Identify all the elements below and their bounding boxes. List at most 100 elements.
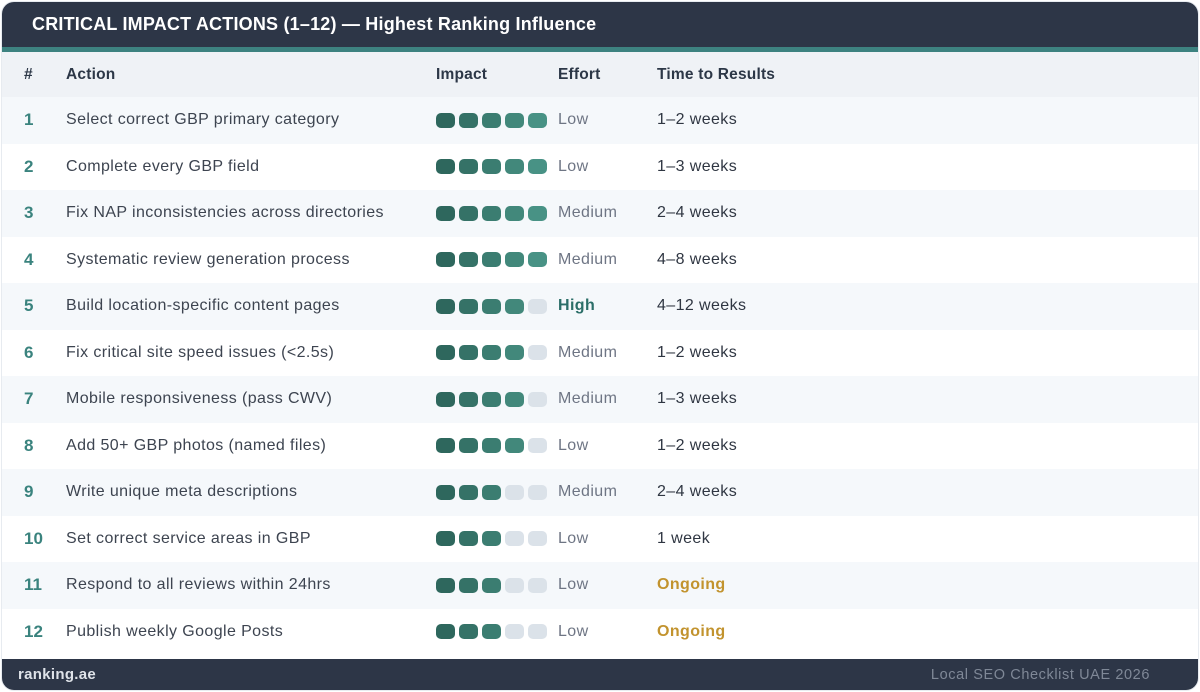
row-number: 9 bbox=[24, 482, 34, 502]
time-to-results-label: 4–12 weeks bbox=[657, 297, 747, 315]
impact-dot-filled bbox=[459, 438, 478, 454]
impact-dot-filled bbox=[482, 484, 501, 500]
action-label: Systematic review generation process bbox=[66, 250, 350, 268]
impact-dot-filled bbox=[459, 298, 478, 314]
impact-dot-filled bbox=[528, 112, 547, 128]
col-header-number: # bbox=[24, 65, 33, 83]
impact-dot-filled bbox=[505, 112, 524, 128]
page-title: CRITICAL IMPACT ACTIONS (1–12) — Highest… bbox=[32, 14, 597, 34]
impact-dot-filled bbox=[528, 159, 547, 175]
impact-dot-filled bbox=[459, 531, 478, 547]
impact-dot-filled bbox=[482, 298, 501, 314]
impact-dot-filled bbox=[436, 345, 455, 361]
impact-dot-filled bbox=[528, 252, 547, 268]
impact-dot-filled bbox=[482, 531, 501, 547]
impact-dot-filled bbox=[528, 205, 547, 221]
col-header-time: Time to Results bbox=[657, 65, 776, 83]
row-number: 10 bbox=[24, 528, 43, 548]
effort-label: Low bbox=[558, 157, 589, 175]
impact-dot-empty bbox=[505, 531, 524, 547]
action-label: Complete every GBP field bbox=[66, 157, 260, 175]
time-to-results-label: 1–3 weeks bbox=[657, 390, 738, 408]
impact-dot-filled bbox=[482, 577, 501, 593]
row-number: 4 bbox=[24, 249, 34, 269]
action-label: Select correct GBP primary category bbox=[66, 111, 340, 129]
time-to-results-label: Ongoing bbox=[657, 622, 726, 640]
impact-dot-filled bbox=[482, 112, 501, 128]
impact-dot-empty bbox=[505, 577, 524, 593]
impact-rating bbox=[436, 159, 558, 175]
row-number: 5 bbox=[24, 296, 34, 316]
effort-label: Low bbox=[558, 111, 589, 129]
impact-dot-empty bbox=[528, 298, 547, 314]
impact-dot-filled bbox=[436, 577, 455, 593]
row-number: 2 bbox=[24, 156, 34, 176]
impact-dot-filled bbox=[482, 159, 501, 175]
time-to-results-label: 1–3 weeks bbox=[657, 157, 738, 175]
footer-divider bbox=[2, 655, 1198, 659]
impact-rating bbox=[436, 112, 558, 128]
row-number: 8 bbox=[24, 435, 34, 455]
impact-rating bbox=[436, 252, 558, 268]
row-number: 11 bbox=[24, 575, 42, 595]
impact-dot-filled bbox=[459, 391, 478, 407]
table-row: 9 Write unique meta descriptions Medium … bbox=[2, 469, 1198, 516]
action-label: Fix NAP inconsistencies across directori… bbox=[66, 204, 384, 222]
impact-dot-filled bbox=[459, 159, 478, 175]
impact-dot-filled bbox=[436, 438, 455, 454]
action-label: Publish weekly Google Posts bbox=[66, 622, 284, 640]
time-to-results-label: 4–8 weeks bbox=[657, 250, 738, 268]
row-number: 12 bbox=[24, 621, 43, 641]
impact-dot-filled bbox=[505, 391, 524, 407]
impact-dot-filled bbox=[459, 484, 478, 500]
impact-dot-filled bbox=[459, 345, 478, 361]
impact-dot-filled bbox=[459, 112, 478, 128]
impact-rating bbox=[436, 577, 558, 593]
impact-rating bbox=[436, 298, 558, 314]
time-to-results-label: 1–2 weeks bbox=[657, 343, 738, 361]
impact-rating bbox=[436, 624, 558, 640]
impact-dot-filled bbox=[505, 345, 524, 361]
effort-label: Medium bbox=[558, 390, 618, 408]
table-body: 1 Select correct GBP primary category Lo… bbox=[2, 97, 1198, 655]
effort-label: Medium bbox=[558, 250, 618, 268]
effort-label: Low bbox=[558, 436, 589, 454]
row-number: 6 bbox=[24, 342, 34, 362]
col-header-impact: Impact bbox=[436, 65, 488, 83]
time-to-results-label: 1 week bbox=[657, 529, 711, 547]
time-to-results-label: Ongoing bbox=[657, 576, 726, 594]
impact-rating bbox=[436, 484, 558, 500]
impact-dot-empty bbox=[528, 345, 547, 361]
col-header-effort: Effort bbox=[558, 65, 601, 83]
impact-dot-empty bbox=[528, 391, 547, 407]
table-header-row: # Action Impact Effort Time to Results bbox=[2, 52, 1198, 97]
brand-label: ranking.ae bbox=[18, 666, 97, 683]
impact-dot-filled bbox=[505, 438, 524, 454]
impact-dot-filled bbox=[436, 159, 455, 175]
impact-dot-empty bbox=[528, 577, 547, 593]
impact-dot-filled bbox=[482, 345, 501, 361]
impact-dot-filled bbox=[505, 205, 524, 221]
impact-dot-filled bbox=[436, 205, 455, 221]
impact-dot-filled bbox=[505, 159, 524, 175]
impact-dot-empty bbox=[528, 438, 547, 454]
effort-label: High bbox=[558, 297, 596, 315]
table-row: 6 Fix critical site speed issues (<2.5s)… bbox=[2, 329, 1198, 376]
impact-rating bbox=[436, 531, 558, 547]
action-label: Write unique meta descriptions bbox=[66, 483, 298, 501]
table-row: 7 Mobile responsiveness (pass CWV) Mediu… bbox=[2, 376, 1198, 423]
effort-label: Low bbox=[558, 622, 589, 640]
title-bar: CRITICAL IMPACT ACTIONS (1–12) — Highest… bbox=[2, 2, 1198, 47]
time-to-results-label: 2–4 weeks bbox=[657, 483, 738, 501]
action-label: Fix critical site speed issues (<2.5s) bbox=[66, 343, 335, 361]
impact-dot-filled bbox=[459, 205, 478, 221]
impact-dot-empty bbox=[505, 484, 524, 500]
impact-dot-empty bbox=[528, 484, 547, 500]
action-label: Build location-specific content pages bbox=[66, 297, 340, 315]
table-row: 4 Systematic review generation process M… bbox=[2, 236, 1198, 283]
action-label: Respond to all reviews within 24hrs bbox=[66, 576, 331, 594]
table-row: 10 Set correct service areas in GBP Low … bbox=[2, 515, 1198, 562]
time-to-results-label: 1–2 weeks bbox=[657, 111, 738, 129]
impact-dot-filled bbox=[436, 298, 455, 314]
